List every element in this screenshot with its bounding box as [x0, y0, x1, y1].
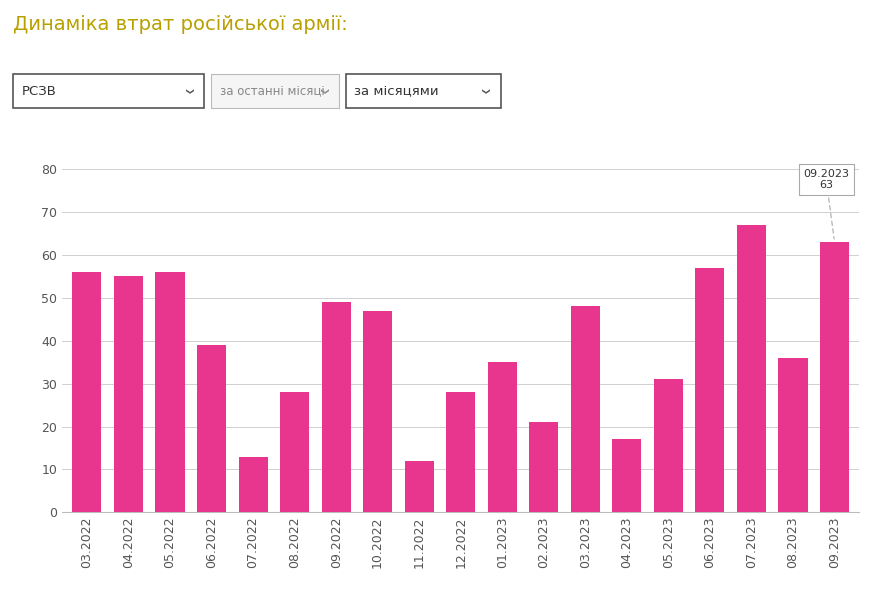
Text: Динаміка втрат російської армії:: Динаміка втрат російської армії:	[13, 15, 348, 34]
Bar	[447, 392, 475, 512]
Text: ❯: ❯	[183, 88, 192, 95]
Bar	[737, 224, 766, 512]
Bar	[405, 461, 434, 512]
Text: 09.2023
63: 09.2023 63	[804, 168, 849, 239]
Bar	[114, 276, 143, 512]
Bar	[571, 306, 600, 512]
Bar	[155, 272, 184, 512]
Text: ❯: ❯	[480, 88, 489, 95]
Bar	[654, 379, 683, 512]
Bar	[197, 345, 226, 512]
Text: ❯: ❯	[319, 88, 328, 95]
Bar	[73, 272, 102, 512]
Bar	[280, 392, 309, 512]
Bar	[696, 267, 725, 512]
Text: РСЗВ: РСЗВ	[22, 85, 57, 98]
Bar	[820, 241, 849, 512]
Bar	[363, 310, 392, 512]
Bar	[238, 456, 268, 512]
Bar	[612, 439, 641, 512]
Bar	[779, 358, 807, 512]
Text: за місяцями: за місяцями	[354, 85, 439, 98]
Text: за останні місяці: за останні місяці	[220, 85, 324, 98]
Bar	[322, 302, 351, 512]
Bar	[487, 362, 517, 512]
Bar	[529, 422, 558, 512]
